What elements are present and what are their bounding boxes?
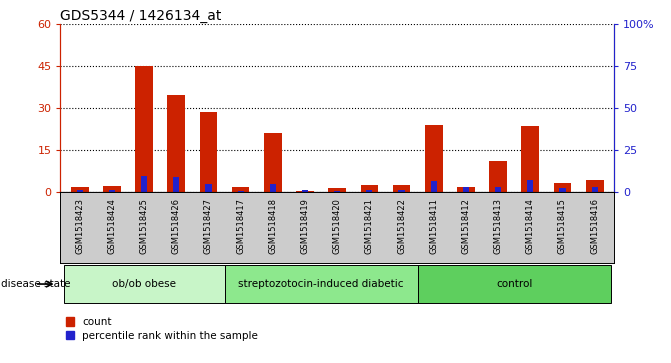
Bar: [173, 177, 179, 192]
Bar: [76, 189, 83, 192]
Text: GSM1518420: GSM1518420: [333, 198, 342, 254]
Bar: [489, 162, 507, 192]
Bar: [264, 133, 282, 192]
Bar: [71, 187, 89, 192]
Bar: [199, 112, 217, 192]
Text: GSM1518413: GSM1518413: [494, 198, 503, 254]
Bar: [231, 187, 250, 192]
Bar: [457, 187, 475, 192]
Text: GSM1518423: GSM1518423: [75, 198, 84, 254]
FancyBboxPatch shape: [64, 265, 225, 303]
Bar: [360, 185, 378, 192]
Bar: [167, 95, 185, 192]
Bar: [554, 183, 571, 192]
Bar: [425, 125, 443, 192]
Text: GSM1518418: GSM1518418: [268, 198, 277, 254]
Bar: [334, 191, 340, 192]
Text: GSM1518412: GSM1518412: [462, 198, 470, 254]
Text: streptozotocin-induced diabetic: streptozotocin-induced diabetic: [238, 279, 404, 289]
Bar: [463, 187, 469, 192]
Bar: [431, 181, 437, 192]
Text: GDS5344 / 1426134_at: GDS5344 / 1426134_at: [60, 9, 221, 23]
Text: control: control: [496, 279, 532, 289]
Text: GSM1518419: GSM1518419: [301, 198, 309, 254]
Text: GSM1518427: GSM1518427: [204, 198, 213, 254]
Text: GSM1518426: GSM1518426: [172, 198, 180, 254]
Text: ob/ob obese: ob/ob obese: [112, 279, 176, 289]
Bar: [296, 191, 314, 192]
Bar: [527, 180, 533, 192]
Bar: [328, 188, 346, 192]
Bar: [109, 189, 115, 192]
Bar: [270, 184, 276, 192]
Bar: [592, 187, 598, 192]
Bar: [302, 189, 308, 192]
Bar: [521, 126, 539, 192]
Text: GSM1518421: GSM1518421: [365, 198, 374, 254]
Text: GSM1518415: GSM1518415: [558, 198, 567, 254]
Bar: [136, 66, 153, 192]
Text: GSM1518424: GSM1518424: [107, 198, 116, 254]
Text: GSM1518416: GSM1518416: [590, 198, 599, 254]
FancyBboxPatch shape: [417, 265, 611, 303]
Bar: [205, 184, 211, 192]
Bar: [560, 188, 566, 192]
FancyBboxPatch shape: [225, 265, 417, 303]
Bar: [238, 191, 244, 192]
Bar: [586, 180, 603, 192]
Bar: [495, 187, 501, 192]
Text: GSM1518417: GSM1518417: [236, 198, 245, 254]
Bar: [366, 189, 372, 192]
Text: GSM1518414: GSM1518414: [526, 198, 535, 254]
Bar: [141, 176, 147, 192]
Text: GSM1518411: GSM1518411: [429, 198, 438, 254]
Bar: [103, 186, 121, 192]
Legend: count, percentile rank within the sample: count, percentile rank within the sample: [66, 317, 258, 340]
Bar: [393, 185, 411, 192]
Text: GSM1518425: GSM1518425: [140, 198, 148, 254]
Text: disease state: disease state: [1, 279, 70, 289]
Bar: [399, 189, 405, 192]
Text: GSM1518422: GSM1518422: [397, 198, 406, 254]
